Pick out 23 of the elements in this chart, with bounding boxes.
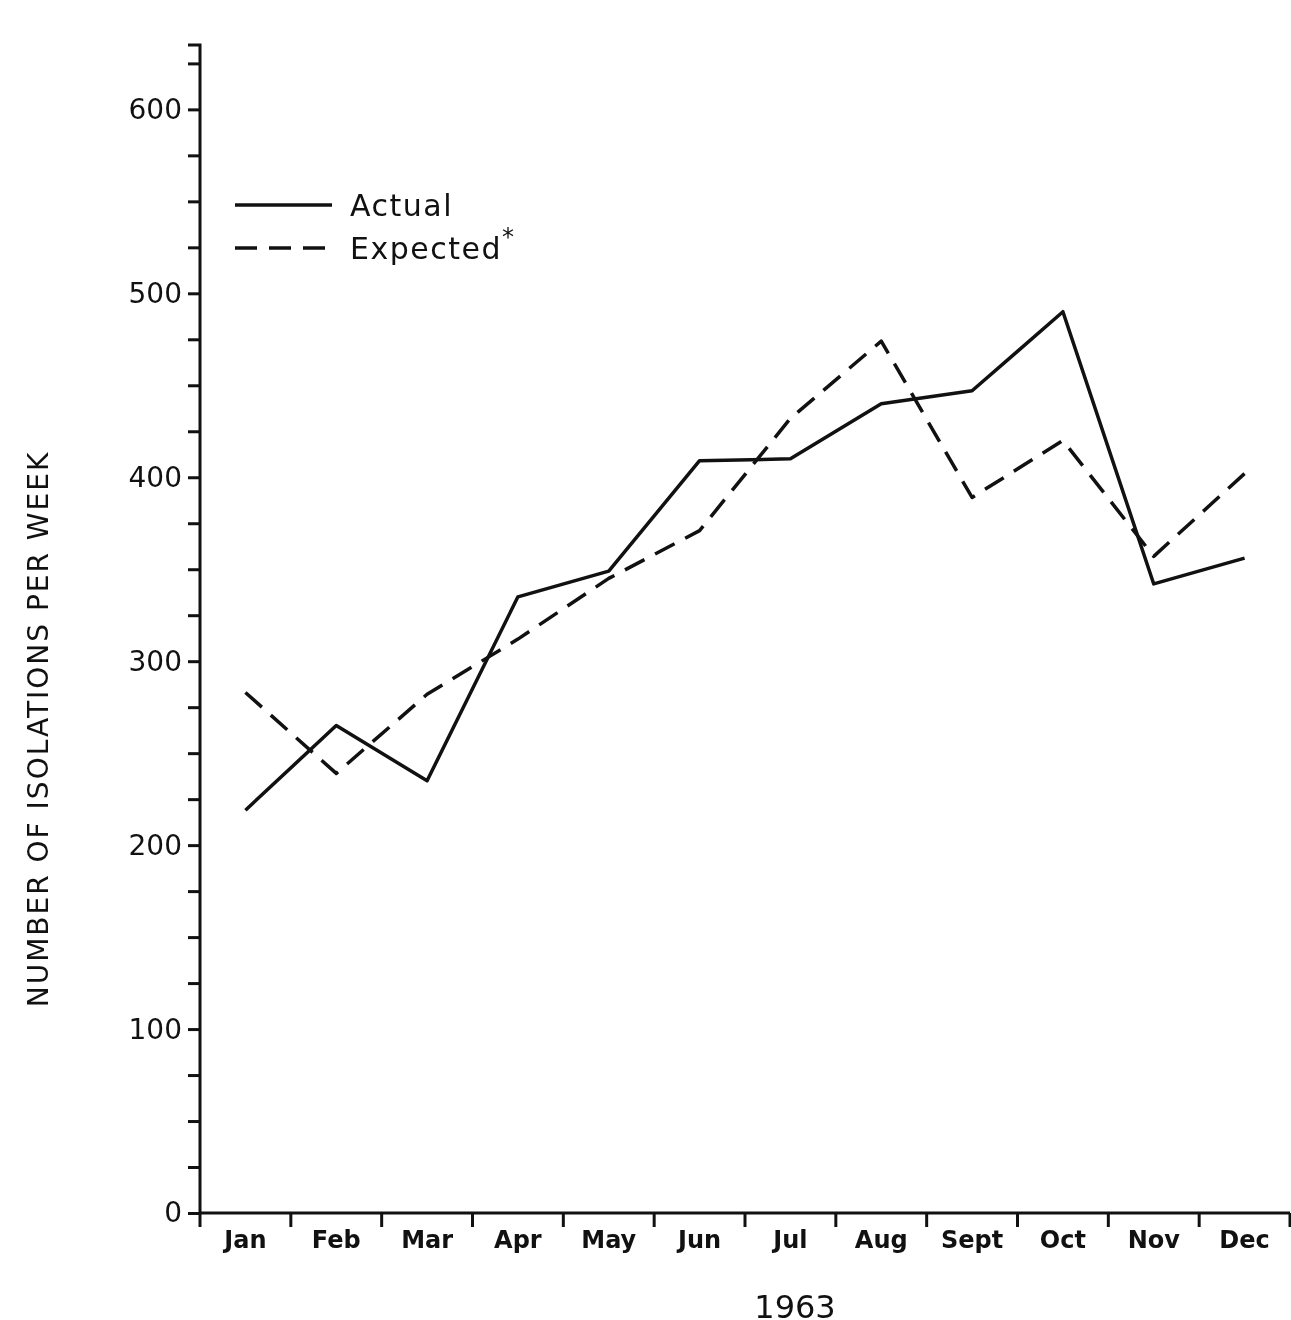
x-tick-label: Apr xyxy=(494,1226,542,1255)
y-tick-label: 500 xyxy=(128,276,182,310)
x-tick-label: May xyxy=(581,1226,637,1255)
legend-label: Actual xyxy=(350,188,453,223)
x-tick-label: Feb xyxy=(311,1226,361,1255)
legend-label: Expected$^{*}$ xyxy=(350,223,516,266)
y-tick-label: 600 xyxy=(128,92,182,126)
x-tick-label: Aug xyxy=(854,1226,908,1255)
y-tick-label: 0 xyxy=(164,1196,182,1230)
x-tick-label: Sept xyxy=(940,1226,1004,1255)
x-axis-title: 1963 xyxy=(754,1288,836,1320)
x-tick-label: Jan xyxy=(222,1226,267,1255)
x-tick-label: Jul xyxy=(771,1226,808,1255)
y-tick-label: 200 xyxy=(128,828,182,862)
y-tick-label: 300 xyxy=(128,644,182,678)
x-tick-label: Jun xyxy=(676,1226,722,1255)
x-tick-label: Oct xyxy=(1039,1226,1086,1255)
x-tick-label: Dec xyxy=(1219,1226,1270,1255)
x-tick-label: Mar xyxy=(401,1226,454,1255)
x-tick-label: Nov xyxy=(1127,1226,1181,1255)
y-tick-label: 100 xyxy=(128,1012,182,1046)
y-tick-label: 400 xyxy=(128,460,182,494)
y-axis-title: NUMBER OF ISOLATIONS PER WEEK xyxy=(22,450,55,1008)
